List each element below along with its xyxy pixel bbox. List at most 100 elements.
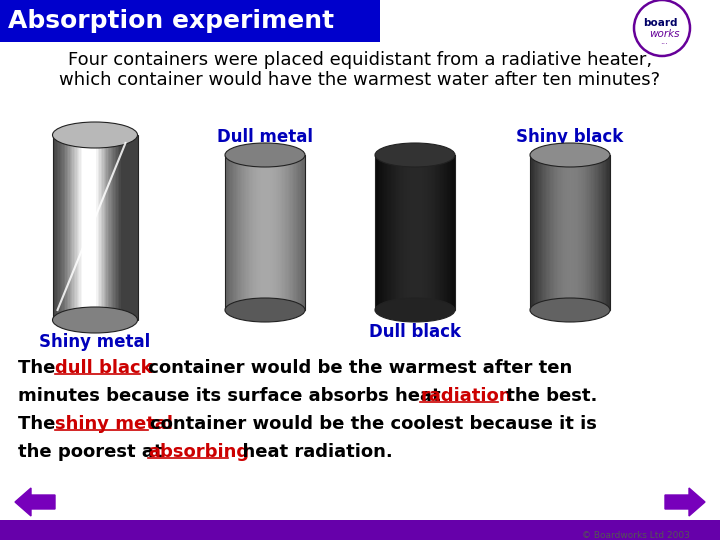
Bar [262,155,264,310]
Bar [238,155,240,310]
Bar [547,155,549,310]
Bar [92,135,94,320]
Bar [419,155,420,310]
Bar [593,155,595,310]
Bar [252,155,253,310]
Polygon shape [665,488,705,516]
Bar [400,155,402,310]
Bar [122,135,124,320]
Bar [530,155,532,310]
Bar [78,135,80,320]
Bar [116,135,118,320]
Bar [274,155,276,310]
Bar [57,135,58,320]
Bar [136,135,138,320]
Bar [96,135,99,320]
Bar [119,135,121,320]
Bar [95,135,97,320]
Bar [67,135,68,320]
Bar [427,155,429,310]
Bar [403,155,405,310]
Text: container would be the coolest because it is: container would be the coolest because i… [150,415,597,433]
Text: minutes because its surface absorbs heat: minutes because its surface absorbs heat [18,387,447,405]
Bar [454,155,456,310]
Text: Absorption experiment: Absorption experiment [8,9,334,33]
Bar [451,155,453,310]
Bar [99,135,102,320]
Bar [418,155,420,310]
Bar [550,155,552,310]
Bar [606,155,608,310]
Bar [292,155,294,310]
Bar [397,155,400,310]
Bar [297,155,299,310]
Bar [413,155,414,310]
Bar [391,155,393,310]
Bar [53,135,138,320]
Ellipse shape [225,298,305,322]
Bar [86,135,89,320]
Bar [234,155,236,310]
Bar [384,155,386,310]
Bar [432,155,434,310]
Bar [114,135,117,320]
Bar [257,155,258,310]
Bar [279,155,280,310]
Bar [600,155,603,310]
Bar [595,155,597,310]
Ellipse shape [375,143,455,167]
Bar [431,155,433,310]
Bar [424,155,426,310]
Bar [608,155,609,310]
Bar [564,155,567,310]
Bar [441,155,444,310]
Bar [377,155,378,310]
Bar [296,155,297,310]
Bar [388,155,390,310]
Bar [572,155,573,310]
Bar [225,155,305,310]
Bar [597,155,598,310]
Bar [549,155,551,310]
Bar [567,155,570,310]
Bar [130,135,132,320]
Bar [0,520,720,540]
Bar [572,155,575,310]
Text: © Boardworks Ltd 2003: © Boardworks Ltd 2003 [582,530,690,539]
Bar [552,155,553,310]
Bar [256,155,258,310]
Bar [428,155,430,310]
Bar [536,155,537,310]
Ellipse shape [375,298,455,322]
Bar [586,155,588,310]
Bar [559,155,561,310]
Bar [444,155,446,310]
Bar [531,155,534,310]
Bar [248,155,250,310]
Text: shiny metal: shiny metal [55,415,173,433]
Ellipse shape [530,298,610,322]
Text: the best.: the best. [500,387,598,405]
Bar [380,155,382,310]
Bar [105,135,107,320]
Bar [452,155,454,310]
Bar [387,155,389,310]
Bar [58,135,60,320]
Ellipse shape [225,143,305,167]
Bar [402,155,403,310]
Bar [379,155,381,310]
Bar [88,135,90,320]
Bar [279,155,282,310]
Bar [281,155,283,310]
Bar [582,155,584,310]
Bar [293,155,294,310]
Bar [254,155,256,310]
Bar [260,155,261,310]
Bar [570,155,572,310]
Bar [111,135,112,320]
Bar [589,155,590,310]
Bar [378,155,379,310]
Bar [599,155,601,310]
Bar [536,155,539,310]
Bar [102,135,104,320]
